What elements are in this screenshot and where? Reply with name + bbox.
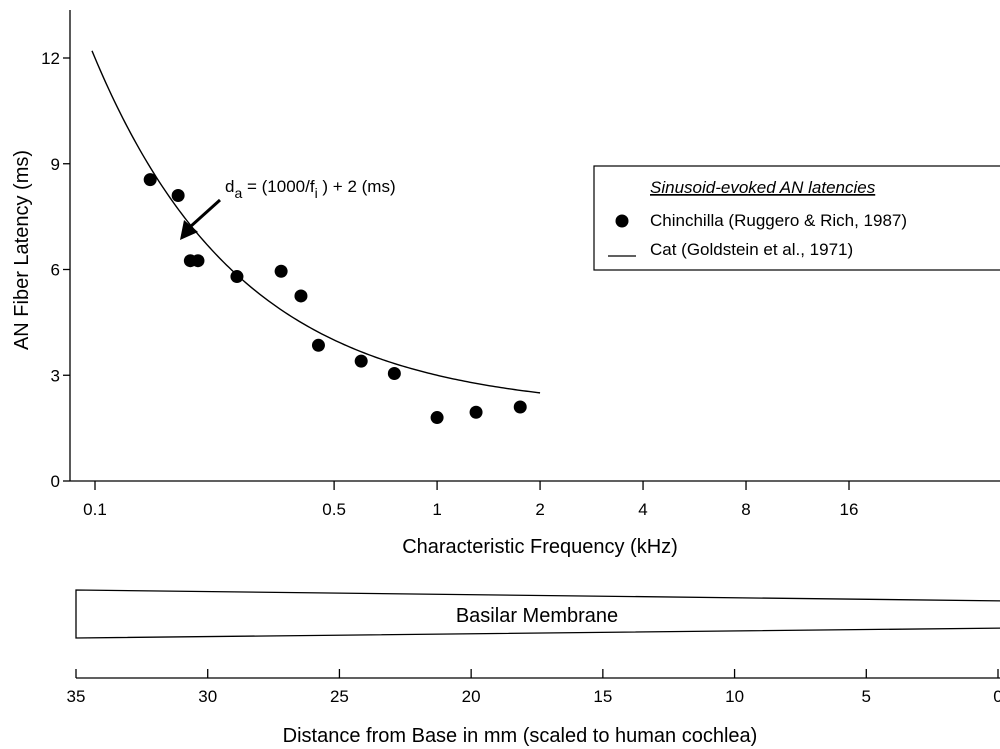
basilar-membrane-diagram: Basilar Membrane bbox=[75, 589, 1000, 639]
distance-axis: 35 30 25 20 15 10 5 0 bbox=[67, 669, 1000, 706]
annotation-arrow-shaft bbox=[188, 198, 222, 229]
formula-sub-i: i bbox=[315, 185, 318, 201]
y-tick-label: 12 bbox=[41, 49, 60, 68]
basilar-membrane-shape bbox=[75, 589, 1000, 639]
chinchilla-point bbox=[387, 366, 401, 380]
chinchilla-point bbox=[469, 405, 483, 419]
x-tick-label: 2 bbox=[535, 500, 544, 519]
distance-tick-label: 15 bbox=[593, 687, 612, 706]
chinchilla-point bbox=[294, 289, 308, 303]
chinchilla-point bbox=[311, 338, 325, 352]
formula-sub-a: a bbox=[234, 185, 242, 201]
x-axis-title: Characteristic Frequency (kHz) bbox=[402, 536, 678, 558]
chinchilla-point bbox=[513, 400, 527, 414]
x-tick-label: 4 bbox=[638, 500, 647, 519]
annotation-arrow-head bbox=[180, 220, 198, 240]
x-tick-label: 1 bbox=[432, 500, 441, 519]
distance-tick-label: 20 bbox=[462, 687, 481, 706]
x-tick-label: 0.5 bbox=[322, 500, 346, 519]
chinchilla-point bbox=[274, 264, 288, 278]
chinchilla-point bbox=[143, 173, 157, 187]
legend-chinchilla-marker bbox=[615, 214, 629, 228]
chinchilla-points-group bbox=[143, 173, 527, 425]
x-tick-label: 0.1 bbox=[83, 500, 107, 519]
formula-end: ) + 2 (ms) bbox=[318, 177, 396, 196]
formula-main: d bbox=[225, 177, 234, 196]
legend: Sinusoid-evoked AN latencies Chinchilla … bbox=[593, 165, 1000, 271]
formula-mid: = (1000/f bbox=[242, 177, 315, 196]
chinchilla-point bbox=[430, 411, 444, 425]
legend-cat-label: Cat (Goldstein et al., 1971) bbox=[650, 240, 853, 259]
legend-title: Sinusoid-evoked AN latencies bbox=[650, 178, 876, 197]
legend-chinchilla-label: Chinchilla (Ruggero & Rich, 1987) bbox=[650, 211, 907, 230]
distance-tick-label: 5 bbox=[862, 687, 871, 706]
distance-tick-label: 0 bbox=[993, 687, 1000, 706]
y-axis-title: AN Fiber Latency (ms) bbox=[11, 150, 33, 350]
distance-tick-label: 10 bbox=[725, 687, 744, 706]
basilar-membrane-label: Basilar Membrane bbox=[456, 605, 618, 627]
y-tick-label: 0 bbox=[51, 472, 60, 491]
x-tick-label: 16 bbox=[840, 500, 859, 519]
chinchilla-point bbox=[191, 254, 205, 268]
legend-box bbox=[593, 165, 1000, 271]
cat-curve-group bbox=[91, 50, 541, 394]
chinchilla-point bbox=[230, 270, 244, 284]
cat-curve bbox=[91, 50, 541, 394]
chinchilla-point bbox=[171, 188, 185, 202]
distance-axis-title: Distance from Base in mm (scaled to huma… bbox=[283, 725, 758, 747]
distance-tick-label: 30 bbox=[198, 687, 217, 706]
distance-tick-label: 25 bbox=[330, 687, 349, 706]
y-tick-label: 3 bbox=[51, 366, 60, 385]
y-tick-label: 6 bbox=[51, 261, 60, 280]
chinchilla-point bbox=[354, 354, 368, 368]
svg-text:da = (1000/fi ) + 2 (ms): da = (1000/fi ) + 2 (ms) bbox=[225, 177, 396, 201]
y-tick-label: 9 bbox=[51, 155, 60, 174]
distance-tick-label: 35 bbox=[67, 687, 86, 706]
formula-annotation: da = (1000/fi ) + 2 (ms) bbox=[180, 177, 396, 240]
x-tick-label: 8 bbox=[741, 500, 750, 519]
